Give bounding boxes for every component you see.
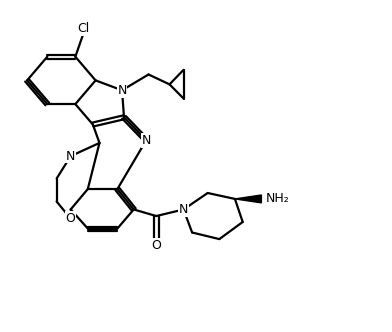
Text: N: N [66, 150, 75, 163]
Text: O: O [151, 238, 161, 252]
Text: Cl: Cl [77, 22, 89, 35]
Text: NH₂: NH₂ [266, 193, 290, 206]
Text: N: N [142, 134, 151, 147]
Polygon shape [235, 195, 261, 203]
Text: N: N [179, 203, 188, 216]
Text: N: N [117, 84, 127, 97]
Text: O: O [66, 212, 76, 225]
